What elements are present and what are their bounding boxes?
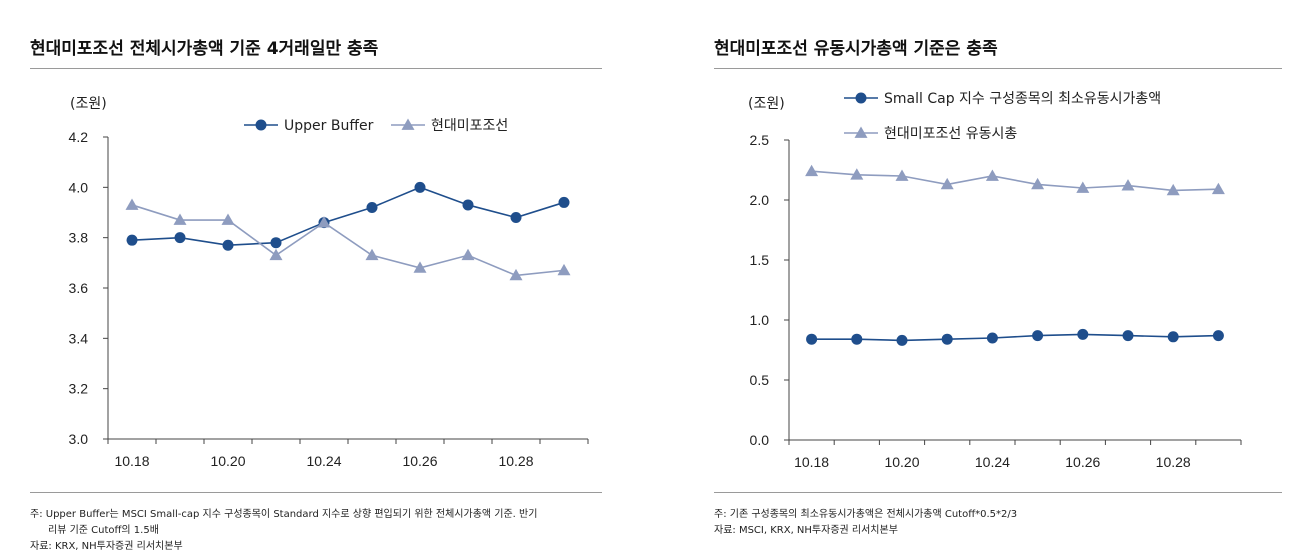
data-point-1	[1121, 179, 1135, 191]
y-tick-label: 3.2	[69, 381, 89, 397]
data-point-1	[221, 213, 235, 225]
x-tick-label: 10.18	[794, 454, 829, 470]
legend-label-1: 현대미포조선	[431, 118, 508, 134]
y-tick-label: 0.5	[750, 372, 770, 388]
data-point-1	[1211, 182, 1225, 195]
y-tick-label: 0.0	[750, 432, 770, 448]
data-point-1	[1076, 181, 1090, 193]
x-tick-label: 10.24	[306, 453, 341, 469]
left-chart-title: 현대미포조선 전체시가총액 기준 4거래일만 충족	[30, 39, 379, 59]
left-note-line1: 주: Upper Buffer는 MSCI Small-cap 지수 구성종목이…	[30, 509, 538, 520]
legend-marker-0	[255, 119, 267, 131]
data-point-1	[269, 248, 283, 261]
right-chart-title: 현대미포조선 유동시가총액 기준은 충족	[714, 39, 998, 59]
data-point-1	[940, 177, 954, 190]
y-unit-label: (조원)	[748, 96, 785, 112]
legend-label-0: Small Cap 지수 구성종목의 최소유동시가총액	[884, 91, 1161, 107]
data-point-0	[414, 181, 426, 193]
data-point-1	[365, 248, 379, 261]
left-note-line2: 리뷰 기준 Cutoff의 1.5배	[48, 525, 159, 536]
data-point-0	[1032, 330, 1044, 342]
x-tick-label: 10.24	[975, 454, 1010, 470]
data-point-1	[985, 169, 999, 181]
left-line-chart: (조원) 3.0 3.2 3.4 3.6 3.8 4.0 4.2 10.18 10.20 10.24…	[69, 96, 589, 469]
x-tick-label: 10.28	[498, 453, 533, 469]
data-point-1	[461, 248, 475, 261]
data-point-0	[806, 333, 818, 345]
left-source: 자료: KRX, NH투자증권 리서치본부	[30, 541, 183, 552]
y-tick-label: 4.0	[69, 179, 89, 195]
data-point-1	[850, 168, 864, 180]
left-notes-divider	[30, 492, 602, 493]
right-note-line1: 주: 기존 구성종목의 최소유동시가총액은 전체시가총액 Cutoff*0.5*…	[714, 509, 1018, 520]
data-point-0	[270, 237, 282, 249]
right-line-chart: (조원) 0.0 0.5 1.0 1.5 2.0 2.5 10.18 10.20 10.24 10.…	[748, 91, 1242, 470]
y-tick-label: 3.0	[69, 431, 89, 447]
data-point-0	[1122, 330, 1134, 342]
data-point-1	[509, 268, 523, 281]
data-point-0	[986, 332, 998, 344]
data-point-0	[896, 334, 908, 346]
data-point-0	[126, 234, 138, 246]
y-unit-label: (조원)	[70, 96, 107, 112]
data-point-0	[510, 212, 522, 224]
data-point-1	[125, 198, 139, 210]
data-point-0	[941, 333, 953, 345]
data-point-1	[173, 213, 187, 225]
x-tick-label: 10.18	[114, 453, 149, 469]
right-source: 자료: MSCI, KRX, NH투자증권 리서치본부	[714, 525, 898, 536]
legend-label-1: 현대미포조선 유동시총	[884, 126, 1017, 142]
series-line-0	[811, 333, 1219, 342]
x-tick-label: 10.26	[1065, 454, 1100, 470]
y-tick-label: 1.5	[750, 252, 770, 268]
data-point-0	[222, 239, 234, 251]
data-point-0	[851, 333, 863, 345]
y-tick-label: 3.6	[69, 280, 89, 296]
data-point-1	[895, 169, 909, 181]
data-point-0	[366, 201, 378, 213]
data-point-1	[317, 216, 331, 228]
y-tick-label: 3.8	[69, 230, 89, 246]
data-point-1	[557, 263, 571, 276]
x-tick-label: 10.26	[402, 453, 437, 469]
series-line-1	[811, 170, 1219, 192]
right-notes-divider	[714, 492, 1282, 493]
right-chart-panel: 현대미포조선 유동시가총액 기준은 충족 (조원) 0.0 0.5 1.0 1.5 2.0…	[714, 0, 1282, 557]
data-point-0	[1077, 328, 1089, 340]
data-point-1	[805, 164, 819, 177]
legend-label-0: Upper Buffer	[284, 118, 374, 134]
data-point-1	[1166, 183, 1180, 196]
right-title-divider	[714, 68, 1282, 69]
x-tick-label: 10.28	[1156, 454, 1191, 470]
x-tick-label: 10.20	[884, 454, 919, 470]
left-title-divider	[30, 68, 602, 69]
data-point-0	[558, 196, 570, 208]
y-tick-label: 2.0	[750, 192, 770, 208]
data-point-1	[1031, 177, 1045, 190]
data-point-0	[462, 199, 474, 211]
legend-marker-1	[401, 118, 415, 130]
series-line-1	[131, 204, 565, 277]
y-tick-label: 2.5	[750, 132, 770, 148]
data-point-0	[1167, 331, 1179, 343]
data-point-0	[174, 232, 186, 244]
data-point-0	[1212, 330, 1224, 342]
x-tick-label: 10.20	[210, 453, 245, 469]
legend-marker-0	[855, 92, 867, 104]
y-tick-label: 1.0	[750, 312, 770, 328]
left-chart-panel: 현대미포조선 전체시가총액 기준 4거래일만 충족 (조원) 3.0 3.2 3.4 3…	[30, 0, 602, 557]
y-tick-label: 4.2	[69, 129, 89, 145]
series-line-0	[131, 186, 565, 247]
y-tick-label: 3.4	[69, 330, 89, 346]
data-point-1	[413, 261, 427, 273]
legend-marker-1	[854, 126, 868, 138]
